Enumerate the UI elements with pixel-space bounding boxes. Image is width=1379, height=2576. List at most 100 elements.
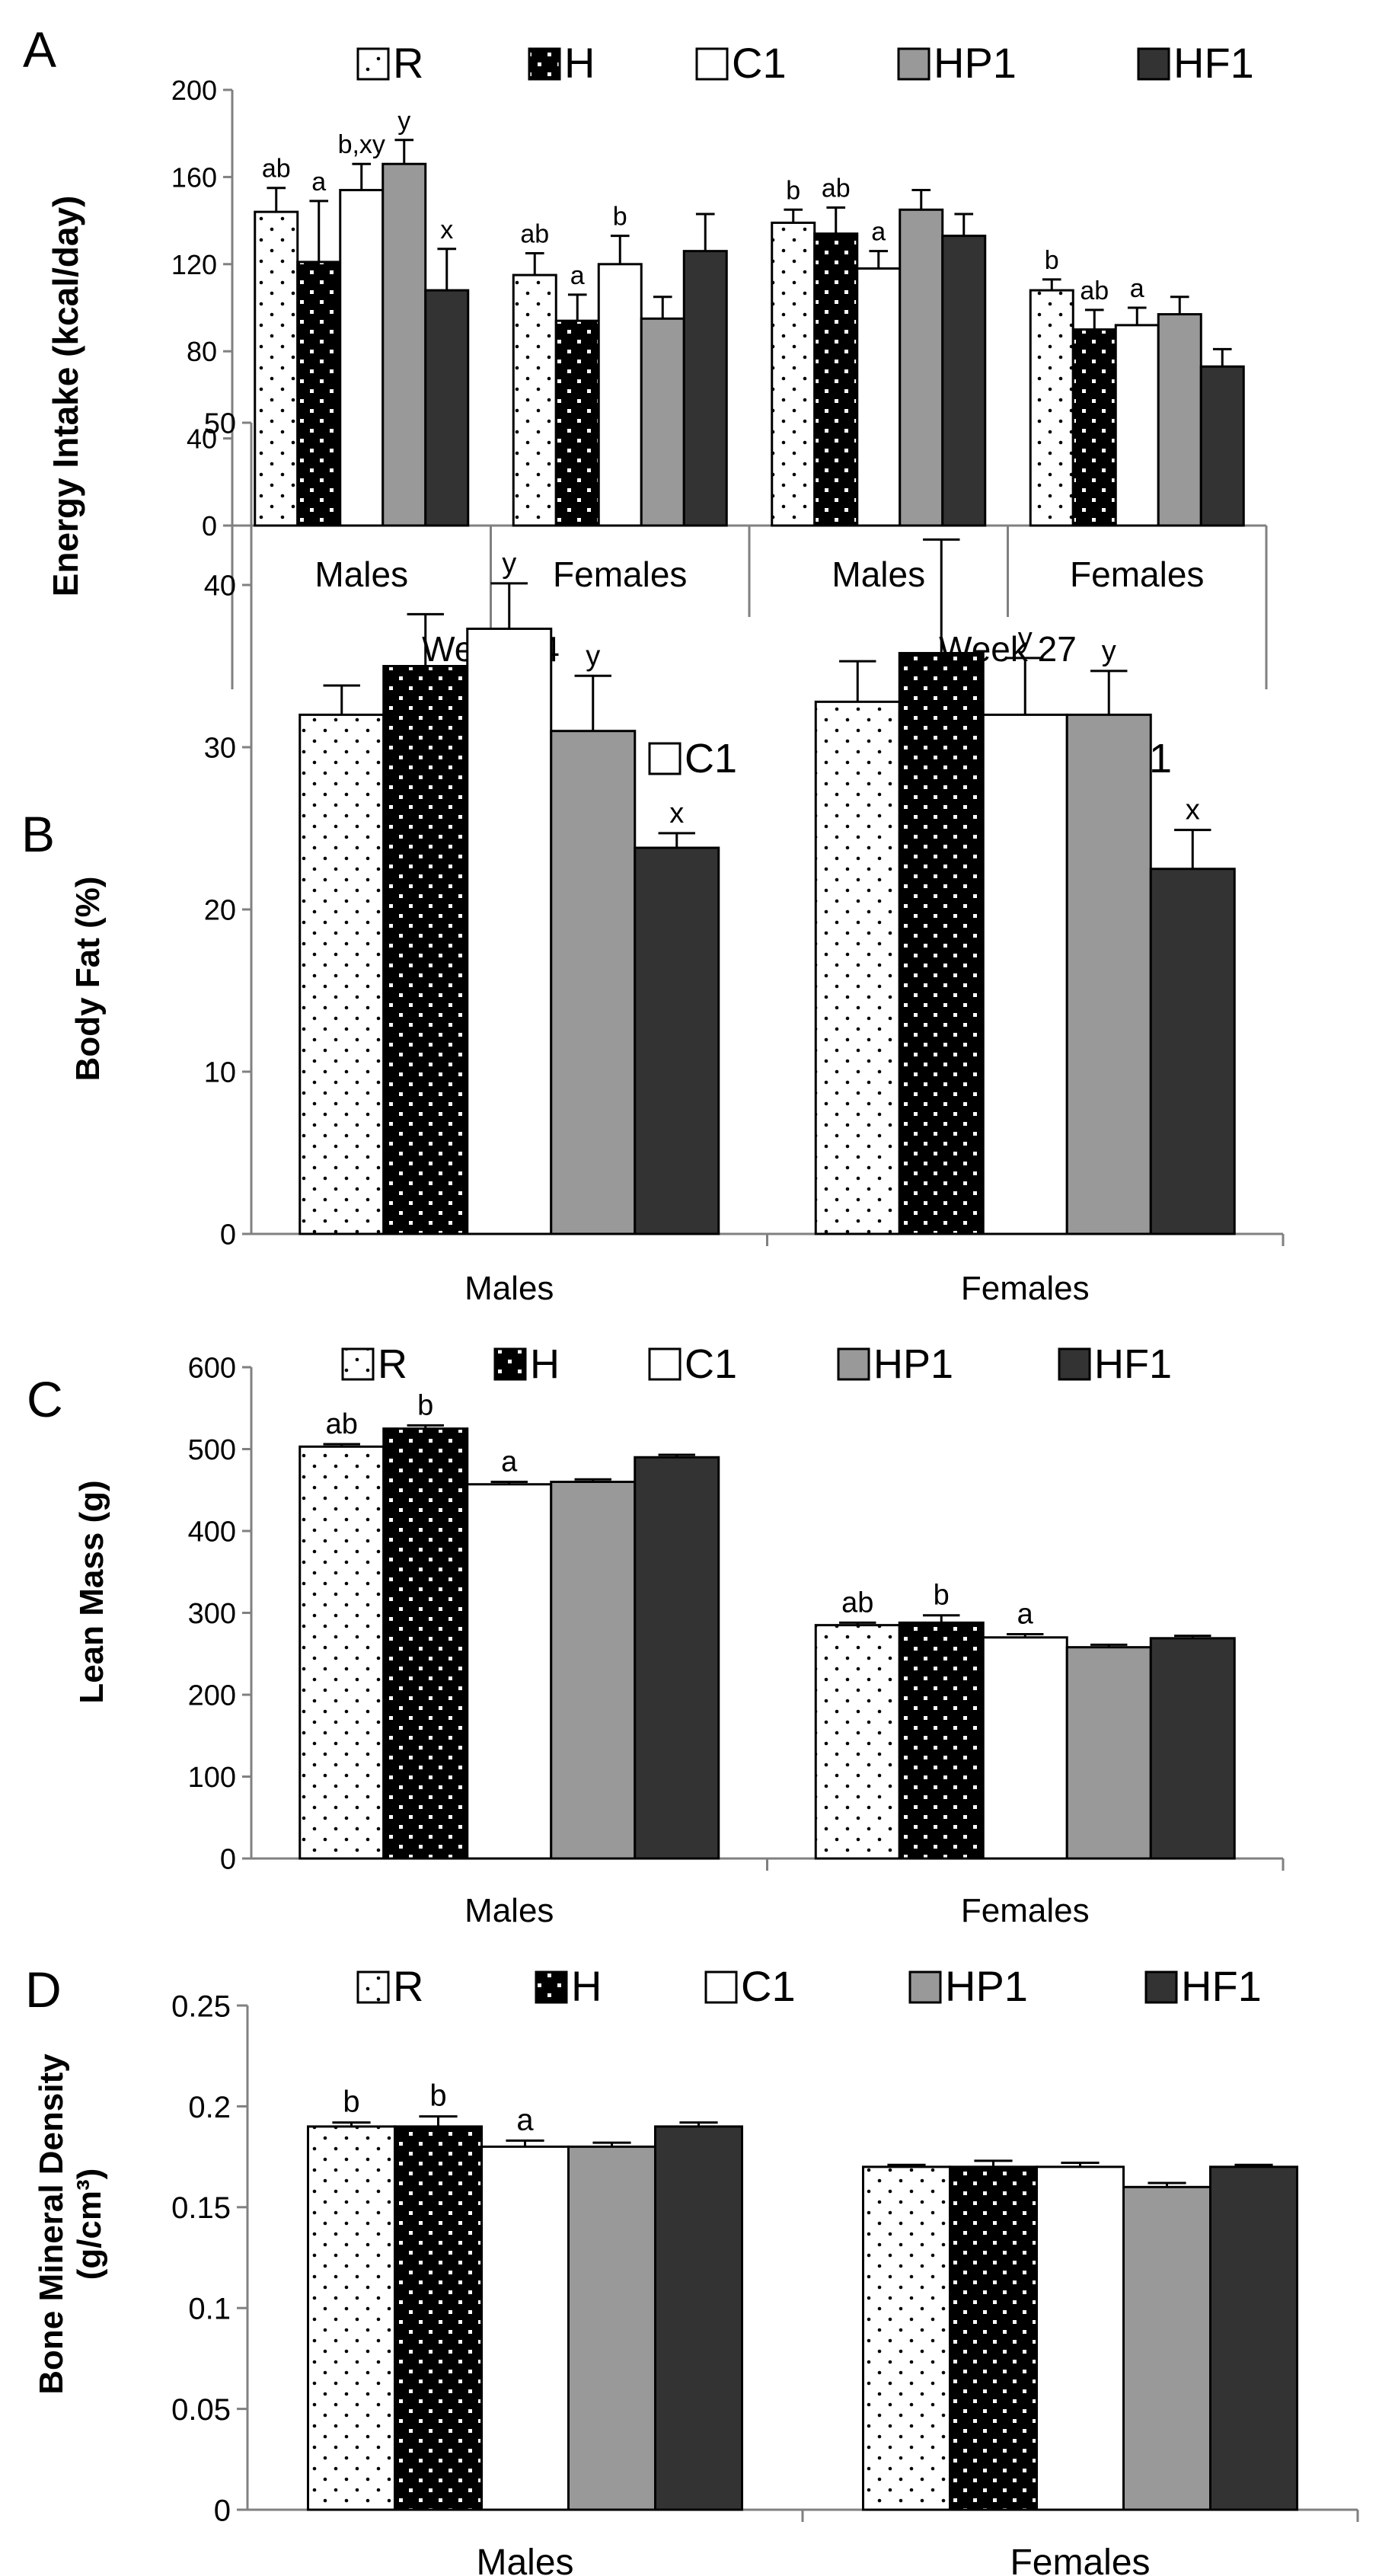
bar-h (394, 2125, 483, 2511)
y-tick-label: 80 (187, 336, 217, 367)
y-tick-label: 100 (188, 1762, 236, 1794)
y-axis-label: Bone Mineral Density (33, 2053, 70, 2395)
bar-hf1 (1149, 868, 1236, 1235)
significance-letter: a (1130, 274, 1144, 303)
bar-hp1 (550, 1481, 637, 1860)
plot: 0 100 200 300 400 500 600 ab b a Males ab b a Females (188, 1353, 1285, 1929)
error-bar (592, 2141, 631, 2147)
error-bar (839, 1621, 876, 1625)
x-category-label: Females (553, 555, 687, 594)
bar-hp1 (567, 2145, 656, 2511)
x-category-label: Males (464, 1892, 554, 1929)
y-tick-label: 30 (204, 733, 236, 765)
legend-label-c1: C1 (685, 736, 737, 781)
bar-hp1 (1122, 2185, 1211, 2511)
error-bar (267, 187, 286, 213)
x-category-label: Females (1010, 2542, 1150, 2576)
error-bar (1127, 306, 1147, 325)
bar-c1 (339, 189, 385, 527)
error-bar (887, 2163, 926, 2167)
bar-hf1 (654, 2125, 743, 2511)
error-bar (869, 250, 889, 269)
significance-letter: b (934, 1580, 950, 1612)
significance-letter: a (501, 1446, 518, 1478)
legend-label-h: H (564, 39, 595, 87)
legend: R H C1 HP1 HF1 (356, 1962, 1262, 2010)
legend-label-hp1: HP1 (934, 39, 1017, 87)
bar-hf1 (1209, 2165, 1298, 2511)
bar-c1 (1114, 324, 1160, 527)
error-bar (1090, 1643, 1128, 1648)
error-bar (923, 1614, 960, 1623)
error-bar (574, 674, 611, 731)
x-category-label: Females (961, 1892, 1090, 1929)
legend-label-c1: C1 (741, 1962, 796, 2010)
y-tick-label: 0.05 (171, 2393, 231, 2427)
bar-h (949, 2165, 1038, 2511)
bar-r (814, 700, 901, 1235)
y-tick-label: 0 (214, 2494, 231, 2527)
legend-swatch-hf1 (1137, 47, 1170, 81)
significance-letter: ab (520, 220, 549, 249)
error-bar (407, 612, 444, 666)
x-category-label: Males (476, 2542, 573, 2576)
significance-letter: ab (1080, 276, 1109, 305)
y-tick-label: 400 (188, 1517, 236, 1548)
error-bar (610, 235, 630, 264)
legend-swatch-hf1 (1058, 1347, 1091, 1381)
y-tick-label: 0.25 (171, 1990, 231, 2023)
error-bar (506, 2139, 544, 2147)
y-axis-label: Energy Intake (kcal/day) (46, 196, 85, 597)
significance-letter: b (613, 203, 627, 232)
error-bar (658, 832, 695, 849)
error-bar (323, 684, 360, 715)
legend-label-hp1: HP1 (873, 1341, 953, 1387)
error-bar (923, 538, 960, 654)
x-category-label: Males (314, 555, 408, 594)
x-category-label: Females (961, 1270, 1090, 1307)
legend-swatch-hp1 (897, 47, 931, 81)
y-tick-label: 40 (204, 570, 236, 602)
legend-swatch-hp1 (908, 1970, 942, 2004)
error-bar (1042, 278, 1061, 291)
error-bar (1148, 2181, 1186, 2188)
plot: 0 10 20 30 40 50 y y x Males y y x Females (204, 408, 1285, 1307)
significance-letter: ab (262, 155, 291, 184)
error-bar (679, 2121, 718, 2127)
plot: 0 0.05 0.1 0.15 0.2 0.25 b b a Males Females (171, 1990, 1359, 2576)
y-tick-label: 160 (171, 161, 217, 193)
bar-r (307, 2125, 396, 2511)
bar-hp1 (899, 208, 944, 527)
significance-letter: x (440, 216, 453, 244)
y-tick-label: 500 (188, 1434, 236, 1466)
significance-letter: y (502, 548, 516, 580)
error-bar (574, 1478, 611, 1482)
bar-hf1 (1149, 1637, 1236, 1860)
y-tick-label: 0 (220, 1844, 236, 1876)
error-bar (437, 248, 457, 291)
significance-letter: a (871, 218, 886, 247)
significance-letter: y (1102, 635, 1116, 667)
bar-hf1 (1199, 365, 1245, 527)
legend-label-r: R (393, 1962, 423, 2010)
legend: R H C1 HP1 HF1 (341, 1341, 1172, 1387)
significance-letter: ab (326, 1408, 358, 1440)
y-tick-label: 0.2 (188, 2091, 231, 2124)
bar-hp1 (381, 162, 427, 527)
significance-letter: b (786, 176, 800, 205)
bar-c1 (466, 1483, 553, 1860)
bar-hf1 (424, 289, 470, 527)
y-tick-label: 0 (202, 510, 217, 542)
legend-swatch-r (356, 47, 390, 81)
error-bar (490, 1481, 528, 1485)
legend-label-hf1: HF1 (1094, 1341, 1172, 1387)
significance-letter: x (1186, 794, 1200, 826)
legend-swatch-c1 (648, 742, 682, 775)
bar-hp1 (1065, 713, 1152, 1235)
y-tick-label: 10 (204, 1057, 236, 1089)
bar-c1 (856, 267, 902, 527)
significance-letter: b (429, 2079, 446, 2113)
